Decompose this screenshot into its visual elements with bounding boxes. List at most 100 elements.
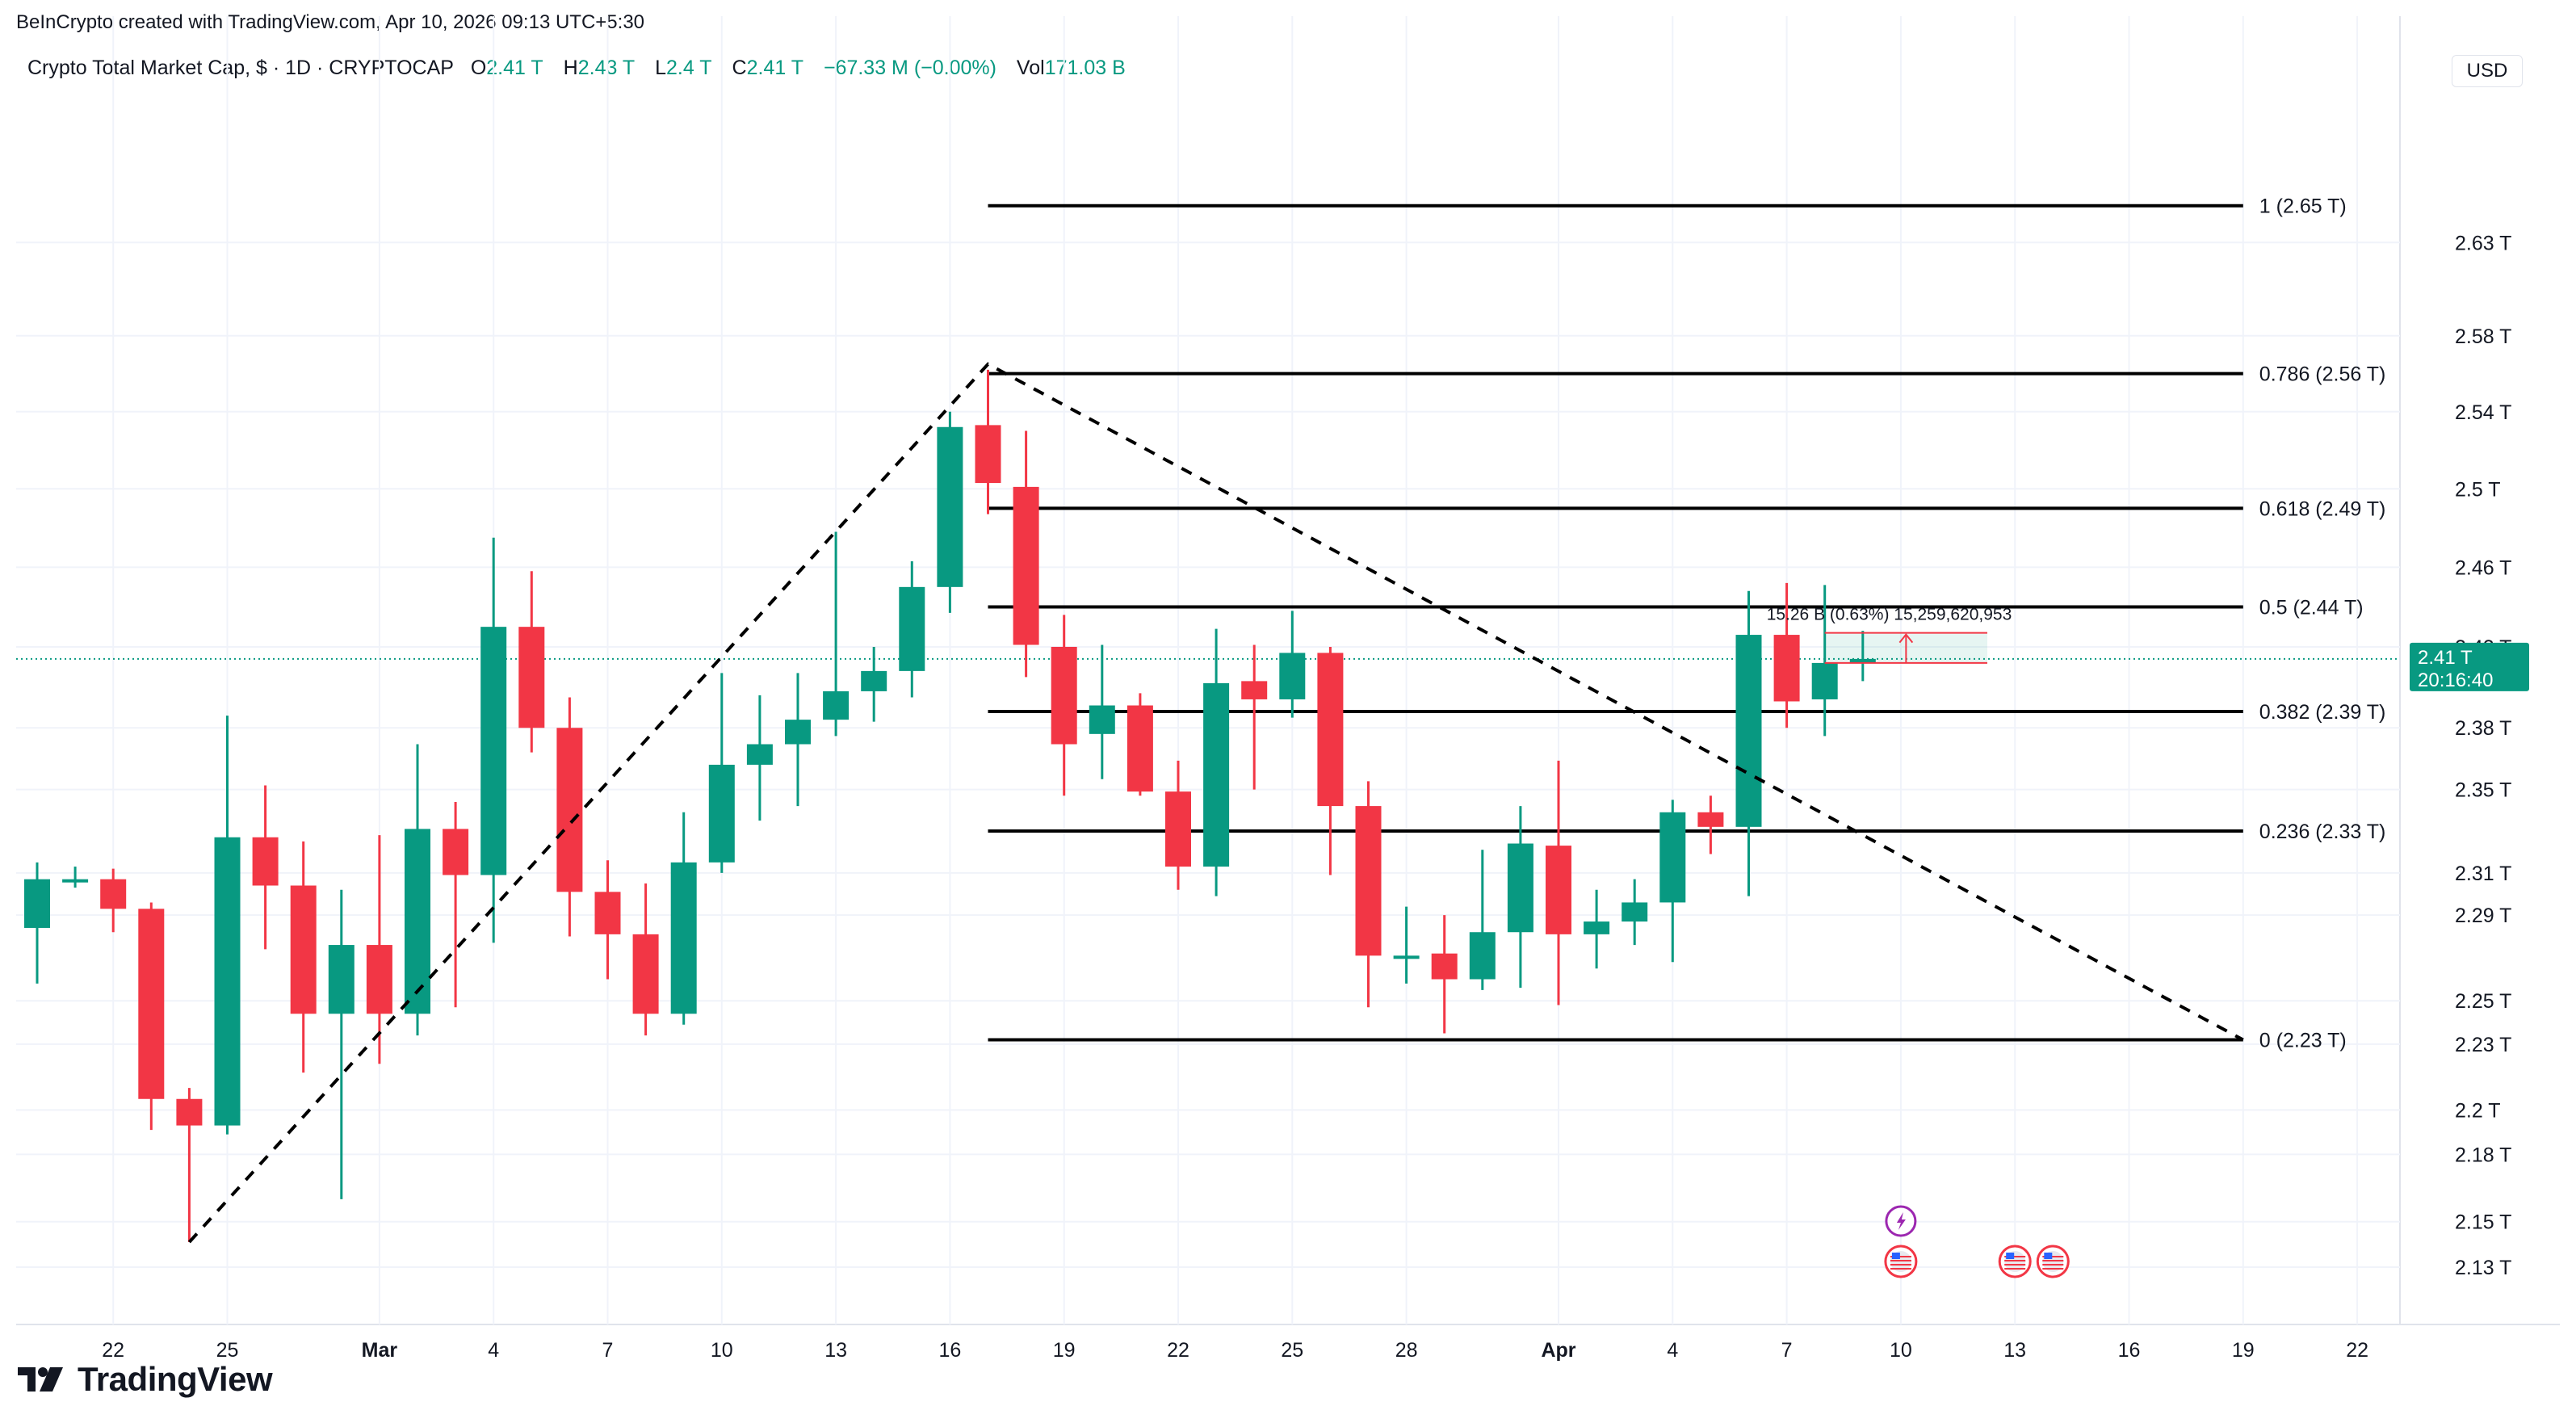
candle-body	[1773, 635, 1800, 702]
high-label: H	[563, 57, 578, 79]
lightning-icon	[1896, 1212, 1906, 1230]
x-tick-label: 25	[1281, 1339, 1303, 1362]
us-flag-stripe	[2042, 1256, 2064, 1257]
candle-body	[823, 691, 850, 720]
x-tick-label: 10	[1890, 1339, 1912, 1362]
us-flag-canton	[1891, 1253, 1900, 1259]
us-flag-stripe	[1890, 1260, 1911, 1261]
candle-body	[1469, 932, 1496, 980]
candle-body	[366, 945, 392, 1014]
us-flag-stripe	[2042, 1264, 2064, 1266]
y-tick-label: 2.29 T	[2455, 905, 2511, 927]
candle-body	[975, 425, 1001, 484]
us-flag-stripe	[2004, 1268, 2026, 1270]
tradingview-brand[interactable]: TradingView	[18, 1360, 273, 1399]
y-tick-label: 2.25 T	[2455, 990, 2511, 1013]
candle-body	[443, 829, 469, 875]
candle-body	[290, 885, 317, 1014]
fib-level-label: 0.5 (2.44 T)	[2259, 596, 2364, 619]
fib-level-label: 0.786 (2.56 T)	[2259, 363, 2386, 386]
x-tick-label: 28	[1395, 1339, 1418, 1362]
candle-body	[1355, 806, 1382, 956]
y-tick-label: 2.63 T	[2455, 232, 2511, 254]
candle-body	[785, 720, 811, 745]
candle-body	[937, 426, 963, 587]
x-tick-label: 19	[2232, 1339, 2255, 1362]
candle-body	[1165, 791, 1191, 867]
candle-body	[176, 1098, 203, 1126]
candle-body	[1013, 486, 1039, 645]
y-tick-label: 2.54 T	[2455, 401, 2511, 424]
candle-body	[1735, 635, 1762, 827]
candle-body	[746, 744, 773, 765]
fib-level-label: 1 (2.65 T)	[2259, 195, 2347, 218]
y-tick-label: 2.5 T	[2455, 478, 2501, 501]
volume-value: 171.03 B	[1044, 57, 1126, 79]
tradingview-wordmark: TradingView	[78, 1360, 273, 1398]
candle-body	[1622, 902, 1648, 922]
y-tick-label: 2.38 T	[2455, 717, 2511, 740]
candle-body	[1584, 921, 1610, 934]
change-value: −67.33 M (−0.00%)	[823, 57, 996, 79]
candle-body	[328, 945, 355, 1014]
close-label: C	[732, 57, 747, 79]
candle-body	[1089, 705, 1115, 734]
us-flag-canton	[2044, 1253, 2053, 1259]
measure-arrow-icon	[1898, 632, 1914, 644]
candle-body	[632, 934, 659, 1014]
candle-body	[1393, 955, 1420, 959]
candle-body	[1507, 843, 1533, 933]
us-flag-stripe	[1890, 1268, 1911, 1270]
us-flag-stripe	[2042, 1260, 2064, 1261]
chart-credit: BeInCrypto created with TradingView.com,…	[16, 11, 645, 33]
candle-body	[1279, 653, 1306, 699]
us-flag-stripe	[2004, 1256, 2026, 1257]
tradingview-logo-icon	[18, 1367, 63, 1392]
open-label: O	[470, 57, 487, 79]
close-value: 2.41 T	[746, 57, 803, 79]
volume-label: Vol	[1016, 57, 1045, 79]
open-value: 2.41 T	[486, 57, 543, 79]
candle-body	[899, 586, 925, 671]
x-tick-label: 16	[2118, 1339, 2141, 1362]
x-tick-label: 4	[1667, 1339, 1678, 1362]
us-flag-stripe	[2004, 1264, 2026, 1266]
y-tick-label: 2.13 T	[2455, 1257, 2511, 1279]
candle-body	[1659, 812, 1686, 903]
x-tick-label: 7	[1781, 1339, 1793, 1362]
candle-body	[1241, 681, 1268, 699]
x-tick-label: 7	[602, 1339, 614, 1362]
x-tick-label: 13	[824, 1339, 847, 1362]
us-flag-stripe	[1890, 1264, 1911, 1266]
candle-body	[1431, 953, 1458, 980]
candle-body	[24, 879, 50, 928]
high-value: 2.43 T	[577, 57, 636, 79]
us-flag-stripe	[2042, 1268, 2064, 1270]
candle-body	[708, 764, 735, 863]
candle-body	[405, 829, 430, 1014]
y-tick-label: 2.46 T	[2455, 556, 2511, 579]
low-label: L	[655, 57, 667, 79]
candle-body	[138, 909, 165, 1099]
measure-label: 15.26 B (0.63%) 15,259,620,953	[1767, 606, 2012, 624]
x-tick-label: 22	[102, 1339, 124, 1362]
last-price-label: 2.41 T	[2418, 647, 2473, 669]
y-tick-label: 2.35 T	[2455, 779, 2511, 802]
candle-body	[861, 670, 887, 691]
countdown-label: 20:16:40	[2418, 670, 2493, 691]
candle-body	[1051, 646, 1077, 745]
candle-body	[670, 862, 697, 1014]
us-flag-canton	[2006, 1253, 2015, 1259]
candle-body	[1849, 658, 1876, 663]
currency-button[interactable]: USD	[2452, 55, 2523, 87]
y-tick-label: 2.2 T	[2455, 1099, 2501, 1122]
x-tick-label: Mar	[362, 1339, 398, 1362]
y-tick-label: 2.58 T	[2455, 325, 2511, 348]
fib-level-label: 0.382 (2.39 T)	[2259, 701, 2386, 724]
x-tick-label: 25	[216, 1339, 239, 1362]
candle-body	[214, 837, 241, 1126]
candle-body	[1203, 682, 1230, 867]
candle-body	[556, 728, 583, 892]
symbol-legend: Crypto Total Market Cap, $ · 1D · CRYPTO…	[27, 57, 1126, 80]
